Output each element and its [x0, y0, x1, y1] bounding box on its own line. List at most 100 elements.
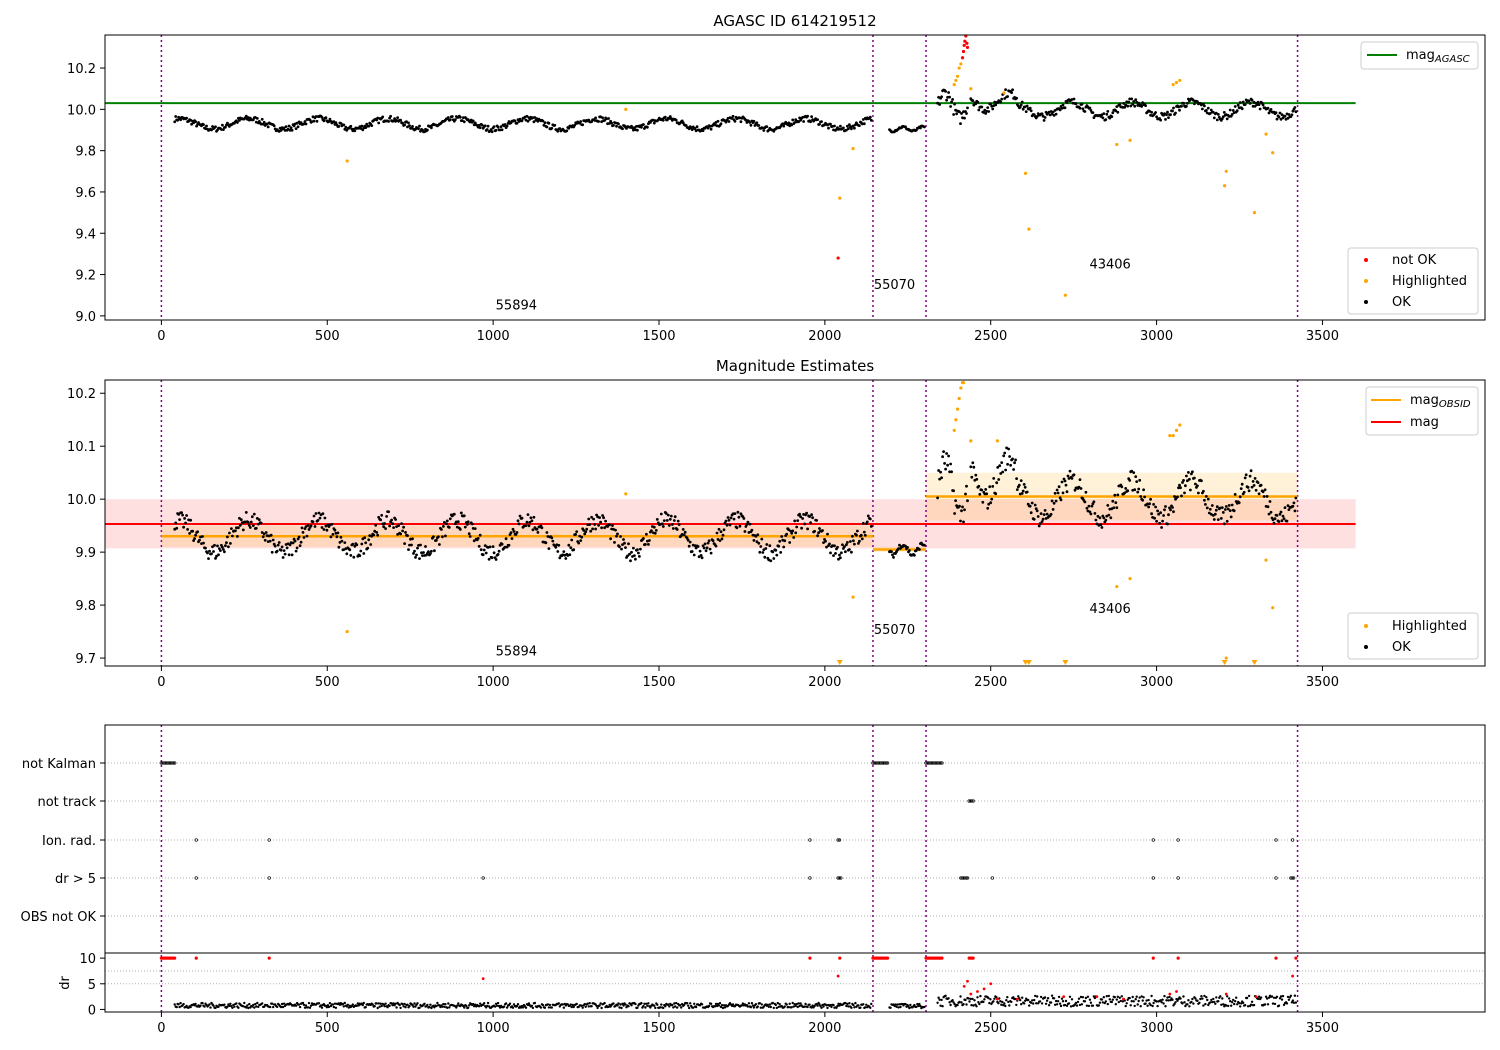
ok-point [640, 125, 643, 129]
dr-ok-point [1065, 1004, 1069, 1007]
ok-point [822, 541, 825, 544]
dr-ok-point [446, 1006, 449, 1009]
ok-point [1148, 502, 1151, 506]
ok-point [798, 512, 801, 516]
dr-not-ok-point [962, 984, 966, 988]
dr-ok-point [493, 1005, 497, 1008]
dr-ok-point [495, 1004, 499, 1007]
ok-point [1172, 510, 1175, 514]
ok-point [991, 485, 995, 488]
dr-ok-point [749, 1006, 753, 1009]
ok-point [850, 127, 853, 131]
ok-point [210, 128, 213, 132]
dr-ok-point [539, 1006, 543, 1009]
dr-ok-point [656, 1003, 659, 1006]
ok-point [492, 125, 496, 128]
ok-point [1184, 484, 1187, 488]
ok-point [302, 122, 306, 126]
dr-ok-point [570, 1005, 573, 1009]
ok-point [619, 535, 622, 538]
dr-ok-point [1146, 1004, 1149, 1007]
ok-point [763, 555, 767, 559]
dr-ok-point [1010, 1000, 1013, 1004]
dr-ok-point [307, 1001, 311, 1005]
ok-point [683, 530, 687, 534]
dr-ok-point [689, 1002, 692, 1005]
ok-point [1143, 495, 1146, 499]
ok-point [1222, 111, 1226, 114]
ok-point [1169, 508, 1172, 512]
dr-ok-point [1007, 1000, 1010, 1004]
ok-point [915, 549, 918, 552]
dr-ok-point [1228, 997, 1231, 1000]
dr-ok-point [713, 1005, 717, 1008]
ok-point [212, 550, 215, 553]
ok-point [441, 535, 444, 539]
ok-point [194, 120, 198, 124]
panel-3-frame [104, 724, 1486, 1013]
ok-point [940, 476, 943, 480]
ok-point [1004, 88, 1007, 91]
ok-point [1263, 488, 1267, 492]
ok-point [473, 527, 477, 530]
highlighted-point [1171, 434, 1175, 438]
dr-ok-point [386, 1006, 389, 1009]
ok-point [1278, 512, 1282, 516]
ok-point [1020, 492, 1024, 495]
ok-point [396, 116, 399, 120]
ok-point [1123, 491, 1127, 495]
ok-point [761, 551, 765, 554]
dr-ok-point [1141, 999, 1144, 1002]
dr-ok-point [342, 1005, 345, 1008]
ok-point [809, 521, 812, 525]
ok-point [800, 526, 803, 530]
ok-point [223, 550, 226, 554]
ok-point [941, 455, 944, 459]
ok-point [430, 549, 433, 553]
ok-point [693, 126, 697, 130]
dr-ok-point [217, 1005, 220, 1008]
ok-point [759, 545, 763, 548]
highlighted-clipped-point [836, 660, 843, 665]
dr-ok-point [988, 1001, 991, 1005]
ok-point [1291, 504, 1295, 508]
ok-point [481, 553, 485, 557]
ok-point [277, 541, 281, 544]
dr-ok-point [182, 1002, 185, 1006]
dr-ok-point [429, 1003, 432, 1006]
ok-point [699, 554, 703, 557]
dr-ok-point [478, 1005, 481, 1008]
ok-point [414, 556, 417, 559]
ok-point [541, 119, 545, 123]
ok-point [1034, 507, 1038, 511]
ok-point [1177, 486, 1180, 490]
dr-ok-point [607, 1005, 610, 1009]
ok-point [785, 532, 789, 536]
ok-point [459, 511, 463, 515]
ok-point [955, 112, 958, 116]
ok-point [1216, 113, 1220, 116]
ok-point [938, 103, 941, 106]
ok-point [1243, 476, 1247, 480]
dr-ok-point [1113, 996, 1117, 999]
panel-2-frame [104, 379, 1486, 667]
ok-point [383, 522, 386, 525]
x-tick-label: 0 [157, 329, 165, 344]
ok-point [321, 512, 325, 516]
flag-point [808, 876, 812, 880]
y-tick-label: 9.7 [75, 652, 96, 667]
dr-ok-point [1209, 1001, 1212, 1004]
ok-point [779, 551, 783, 554]
ok-point [1104, 518, 1108, 522]
ok-point [219, 549, 222, 552]
dr-ok-point [772, 1006, 775, 1010]
ok-point [456, 520, 460, 524]
ok-point [226, 535, 229, 539]
ok-point [1224, 505, 1228, 508]
dr-ok-point [1150, 994, 1153, 998]
ok-point [498, 128, 502, 132]
ok-point [406, 534, 409, 537]
dr-ok-point [373, 1005, 376, 1008]
ok-point [663, 115, 667, 119]
dr-ok-point [836, 1004, 839, 1008]
